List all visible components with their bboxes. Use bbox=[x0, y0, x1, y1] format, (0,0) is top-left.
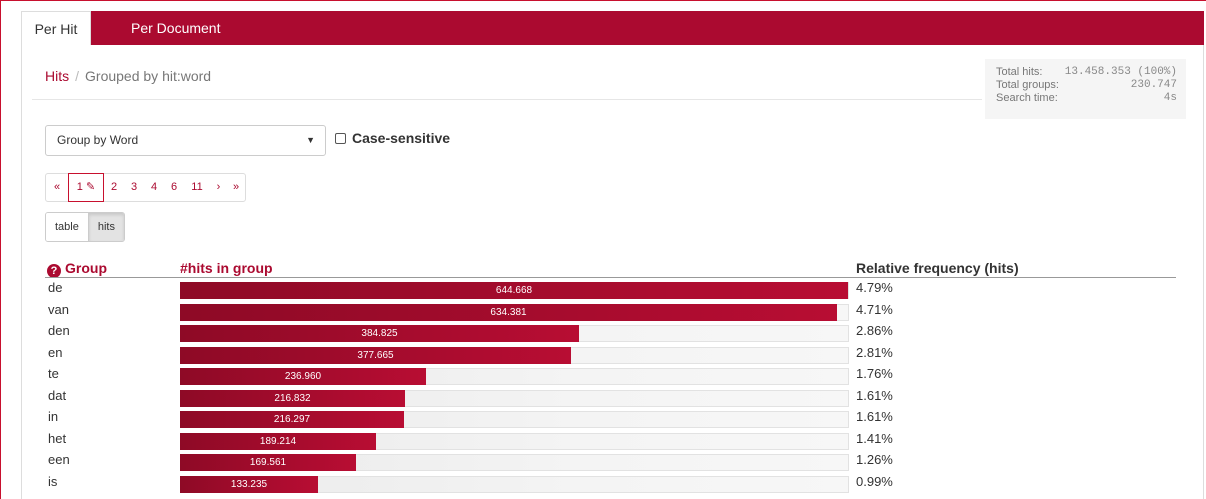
search-time-label: Search time: bbox=[996, 92, 1058, 104]
group-by-select[interactable]: Group by Word ▼ bbox=[45, 125, 326, 156]
pagination-first[interactable]: « bbox=[53, 181, 61, 193]
breadcrumb-hits-link[interactable]: Hits bbox=[45, 68, 70, 84]
group-word[interactable]: van bbox=[48, 302, 69, 317]
search-time-value: 4s bbox=[1163, 92, 1177, 104]
help-icon[interactable]: ? bbox=[47, 264, 61, 278]
breadcrumb-separator: / bbox=[75, 68, 80, 84]
pencil-icon: ✎ bbox=[85, 181, 96, 193]
relative-frequency: 1.61% bbox=[856, 388, 893, 403]
hits-bar[interactable]: 189.214 bbox=[180, 433, 376, 450]
hits-bar[interactable]: 216.832 bbox=[180, 390, 405, 407]
relative-frequency: 4.71% bbox=[856, 302, 893, 317]
group-word[interactable]: het bbox=[48, 431, 67, 446]
pagination-page-11[interactable]: 11 bbox=[191, 181, 203, 193]
hits-bar[interactable]: 133.235 bbox=[180, 476, 318, 493]
total-groups-value: 230.747 bbox=[1130, 79, 1177, 91]
group-word[interactable]: en bbox=[48, 345, 63, 360]
relative-frequency: 4.79% bbox=[856, 280, 893, 295]
tab-per-document[interactable]: Per Document bbox=[131, 20, 221, 36]
search-stats: Total hits: 13.458.353 (100%) Total group… bbox=[985, 59, 1186, 119]
total-groups-label: Total groups: bbox=[996, 79, 1059, 91]
hits-bar[interactable]: 169.561 bbox=[180, 454, 356, 471]
pagination-page-1[interactable]: 1 ✎ bbox=[68, 173, 104, 202]
breadcrumb: Hits / Grouped by hit:word bbox=[45, 68, 211, 84]
column-header-relative-frequency[interactable]: Relative frequency (hits) bbox=[856, 260, 1019, 276]
group-word[interactable]: te bbox=[48, 366, 59, 381]
hits-bar[interactable]: 644.668 bbox=[180, 282, 848, 299]
case-sensitive-checkbox[interactable] bbox=[335, 133, 346, 144]
hits-bar[interactable]: 377.665 bbox=[180, 347, 571, 364]
pagination-page-6[interactable]: 6 bbox=[170, 181, 178, 193]
hits-bar[interactable]: 634.381 bbox=[180, 304, 837, 321]
hits-bar[interactable]: 216.297 bbox=[180, 411, 404, 428]
column-header-group[interactable]: ? Group bbox=[47, 260, 107, 278]
tab-bar: Per Hit Per Document bbox=[21, 11, 1204, 45]
table-view-button[interactable]: table bbox=[46, 213, 88, 241]
relative-frequency: 0.99% bbox=[856, 474, 893, 489]
group-word[interactable]: dat bbox=[48, 388, 67, 403]
breadcrumb-divider bbox=[32, 99, 982, 100]
relative-frequency: 2.81% bbox=[856, 345, 893, 360]
hits-bar[interactable]: 236.960 bbox=[180, 368, 426, 385]
pagination-page-2[interactable]: 2 bbox=[110, 181, 118, 193]
relative-frequency: 1.26% bbox=[856, 452, 893, 467]
relative-frequency: 1.76% bbox=[856, 366, 893, 381]
total-hits-label: Total hits: bbox=[996, 66, 1043, 78]
hits-bar[interactable]: 384.825 bbox=[180, 325, 579, 342]
pagination-page-4[interactable]: 4 bbox=[150, 181, 158, 193]
view-toggle: table hits bbox=[45, 212, 125, 242]
group-word[interactable]: de bbox=[48, 280, 63, 295]
chevron-down-icon: ▼ bbox=[306, 135, 315, 145]
pagination-next[interactable]: › bbox=[216, 181, 221, 193]
relative-frequency: 1.41% bbox=[856, 431, 893, 446]
group-word[interactable]: den bbox=[48, 323, 70, 338]
total-hits-value: 13.458.353 (100%) bbox=[1064, 66, 1177, 78]
table-header-divider bbox=[45, 277, 1176, 278]
pagination: « 1 ✎ 2 3 4 6 11 › » bbox=[45, 173, 246, 202]
case-sensitive-label[interactable]: Case-sensitive bbox=[352, 130, 451, 146]
pagination-page-3[interactable]: 3 bbox=[130, 181, 138, 193]
group-word[interactable]: in bbox=[48, 409, 59, 424]
results-panel: Hits / Grouped by hit:word Total hits: 13.4… bbox=[21, 45, 1204, 499]
pagination-last[interactable]: » bbox=[232, 181, 240, 193]
relative-frequency: 1.61% bbox=[856, 409, 893, 424]
tab-per-hit[interactable]: Per Hit bbox=[21, 11, 91, 45]
group-by-value: Group by Word bbox=[57, 133, 139, 147]
group-word[interactable]: een bbox=[48, 452, 70, 467]
hits-view-button[interactable]: hits bbox=[87, 213, 124, 241]
relative-frequency: 2.86% bbox=[856, 323, 893, 338]
breadcrumb-current: Grouped by hit:word bbox=[85, 68, 212, 84]
group-word[interactable]: is bbox=[48, 474, 58, 489]
column-header-hits[interactable]: #hits in group bbox=[180, 260, 273, 276]
